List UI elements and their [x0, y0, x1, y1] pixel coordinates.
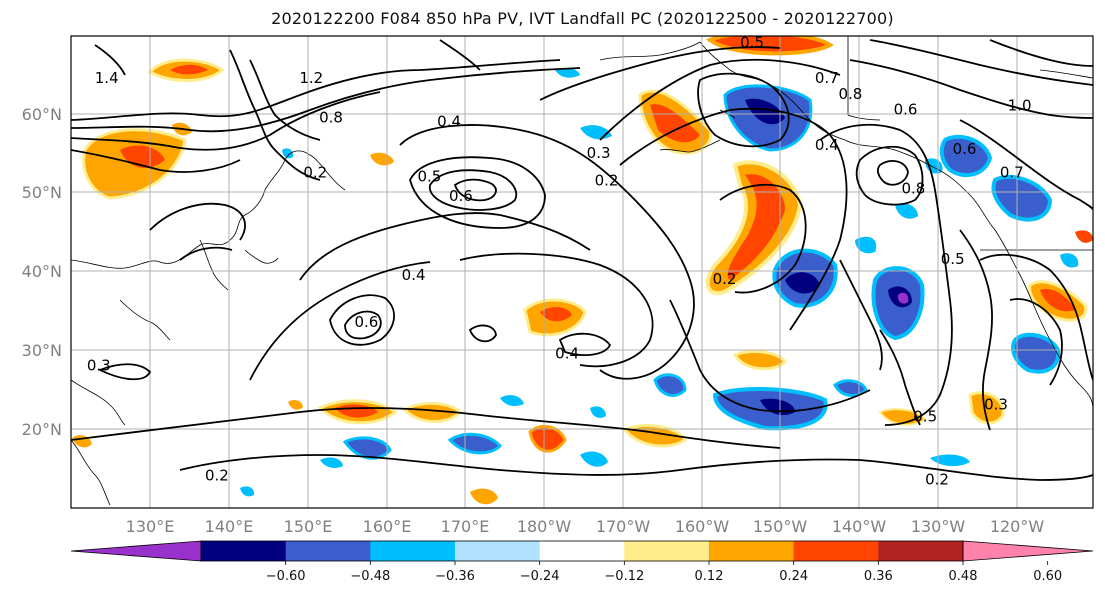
contour-label: 0.4 — [555, 345, 579, 363]
pv-contours — [71, 39, 1093, 481]
lat-label-30: 30°N — [22, 341, 62, 360]
colorbar-segment — [455, 541, 541, 561]
contour-label: 0.2 — [205, 467, 229, 485]
colorbar-segment — [793, 541, 879, 561]
lon-label-170w: 170°W — [596, 517, 651, 536]
colorbar-tick-label: −0.12 — [604, 569, 644, 584]
colorbar-segment — [878, 541, 964, 561]
colorbar-tick-label: 0.36 — [864, 569, 893, 584]
colorbar-outline — [200, 540, 964, 562]
contour-label: 0.3 — [984, 396, 1008, 414]
contour-label: 0.6 — [894, 101, 918, 119]
coastlines — [71, 36, 1093, 506]
colorbar-segment — [370, 541, 456, 561]
map-panel: 1.4 1.20.8 0.40.2 0.50.60.30.20.50.70.80.60… — [70, 34, 1094, 509]
contour-label: 0.6 — [953, 140, 977, 158]
colorbar: −0.60 −0.48 −0.36 −0.24 −0.12 0.12 0.24 0.36 0.4… — [70, 540, 1094, 584]
contour-label: 0.7 — [815, 69, 839, 87]
lon-label-150w: 150°W — [753, 517, 808, 536]
lon-label-140w: 140°W — [832, 517, 887, 536]
lon-label-180w: 180°W — [517, 517, 572, 536]
colorbar-segment — [624, 541, 710, 561]
contour-label: 0.8 — [901, 179, 925, 197]
contour-label: 0.2 — [303, 164, 327, 182]
contour-label: 0.8 — [838, 85, 862, 103]
longitude-axis: 130°E 140°E 150°E 160°E 170°E 180°W 170°… — [126, 517, 1045, 536]
contour-label: 0.4 — [402, 266, 426, 284]
contour-label: 0.8 — [319, 108, 343, 126]
contour-label: 0.3 — [87, 356, 111, 374]
contour-label: 0.2 — [713, 270, 737, 288]
contour-label: 0.5 — [913, 408, 937, 426]
lon-label-170e: 170°E — [441, 517, 490, 536]
contour-label: 0.5 — [417, 168, 441, 186]
contour-label: 0.4 — [815, 136, 839, 154]
colorbar-extend-max — [962, 540, 1094, 562]
contour-label: 0.5 — [740, 34, 764, 52]
contour-label: 0.7 — [1000, 164, 1024, 182]
colorbar-ticks: −0.60 −0.48 −0.36 −0.24 −0.12 0.12 0.24 0.36 0.4… — [266, 561, 1062, 584]
lat-label-60: 60°N — [22, 105, 62, 124]
lon-label-160e: 160°E — [363, 517, 412, 536]
lon-label-130w: 130°W — [911, 517, 966, 536]
colorbar-tick-label: −0.36 — [435, 569, 475, 584]
colorbar-tick-label: 0.60 — [1033, 569, 1062, 584]
contour-label: 0.6 — [354, 313, 378, 331]
colorbar-tick-label: −0.60 — [266, 569, 306, 584]
contour-label: 0.2 — [925, 471, 949, 489]
lat-label-50: 50°N — [22, 183, 62, 202]
contour-label: 0.3 — [587, 144, 611, 162]
map-frame — [70, 35, 1094, 509]
contour-label: 1.2 — [299, 69, 323, 87]
negative-shading — [240, 67, 1079, 497]
figure-title: 2020122200 F084 850 hPa PV, IVT Landfall… — [271, 9, 894, 28]
latitude-axis: 60°N 50°N 40°N 30°N 20°N — [22, 105, 62, 439]
contour-label: 0.6 — [449, 187, 473, 205]
contour-labels: 1.4 1.20.8 0.40.2 0.50.60.30.20.50.70.80.60… — [87, 34, 1032, 489]
lat-label-20: 20°N — [22, 420, 62, 439]
colorbar-tick-label: 0.24 — [779, 569, 808, 584]
colorbar-segment — [201, 541, 287, 561]
contour-label: 0.4 — [437, 112, 461, 130]
colorbar-tick-label: −0.24 — [520, 569, 560, 584]
graticule — [71, 36, 1093, 508]
lon-label-140e: 140°E — [205, 517, 254, 536]
contour-label: 0.5 — [941, 250, 965, 268]
colorbar-tick-label: 0.48 — [949, 569, 978, 584]
colorbar-extend-min — [70, 540, 202, 562]
lon-label-160w: 160°W — [675, 517, 730, 536]
contour-label: 0.2 — [595, 171, 619, 189]
positive-shading — [72, 36, 1093, 505]
lon-label-130e: 130°E — [126, 517, 175, 536]
contour-label: 1.4 — [95, 69, 119, 87]
colorbar-tick-label: −0.48 — [350, 569, 390, 584]
lat-label-40: 40°N — [22, 262, 62, 281]
colorbar-tick-label: 0.12 — [695, 569, 724, 584]
lon-label-120w: 120°W — [990, 517, 1045, 536]
colorbar-segment — [285, 541, 371, 561]
colorbar-segment — [709, 541, 795, 561]
colorbar-segment — [539, 541, 625, 561]
contour-label: 1.0 — [1008, 97, 1032, 115]
colorbar-segments — [70, 540, 1094, 562]
lon-label-150e: 150°E — [284, 517, 333, 536]
